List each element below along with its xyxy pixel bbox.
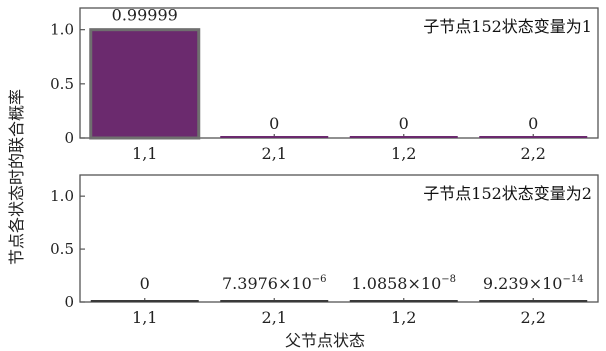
- x-tick-label: 2,2: [521, 144, 546, 163]
- data-label: 1.0858×10−8: [352, 274, 457, 293]
- x-tick-label: 1,2: [391, 144, 416, 163]
- bar-1-2: [349, 136, 458, 138]
- x-axis-title: 父节点状态: [285, 331, 365, 350]
- y-tick-label: 0: [64, 129, 74, 147]
- bar-1-1: [90, 300, 199, 302]
- data-label: 0: [140, 274, 150, 293]
- plot-frame: [79, 7, 599, 139]
- chart-panel-top: 0 0.5 1.0 1,1 2,1 1,2 2,2 0.99999 0 0 0 子节点152状态变量为…: [50, 6, 599, 163]
- x-tick-label: 1,1: [132, 308, 157, 327]
- bar-2-2: [479, 136, 588, 138]
- data-label: 0: [399, 114, 409, 133]
- x-tick-label: 1,2: [391, 308, 416, 327]
- bar-1-1: [89, 28, 201, 140]
- data-label: 7.3976×10−6: [222, 274, 327, 293]
- data-label: 0: [528, 114, 538, 133]
- panel-title: 子节点152状态变量为2: [423, 184, 592, 203]
- y-tick-label: 0.5: [50, 75, 74, 93]
- x-tick-label: 2,1: [262, 144, 287, 163]
- shared-y-axis-label: 节点各状态时的联合概率: [7, 89, 26, 265]
- x-tick-label: 2,2: [521, 308, 546, 327]
- y-tick-label: 0: [64, 293, 74, 311]
- y-tick-label: 0.5: [50, 240, 74, 258]
- plot-frame: [79, 174, 599, 303]
- bar-2-1: [220, 300, 329, 302]
- x-tick-label: 1,1: [132, 144, 157, 163]
- y-tick-label: 1.0: [50, 187, 74, 205]
- bar-2-1: [220, 136, 329, 138]
- data-label: 9.239×10−14: [483, 274, 584, 293]
- data-label: 0.99999: [112, 6, 178, 25]
- x-tick-label: 2,1: [262, 308, 287, 327]
- y-tick-label: 1.0: [50, 21, 74, 39]
- bar-1-2: [349, 300, 458, 302]
- chart-panel-bottom: 0 0.5 1.0 1,1 2,1 1,2 2,2 0 7.3976×10−6 1.0858×10…: [50, 174, 599, 350]
- panel-title: 子节点152状态变量为1: [423, 17, 592, 36]
- data-label: 0: [269, 114, 279, 133]
- bar-2-2: [479, 300, 588, 302]
